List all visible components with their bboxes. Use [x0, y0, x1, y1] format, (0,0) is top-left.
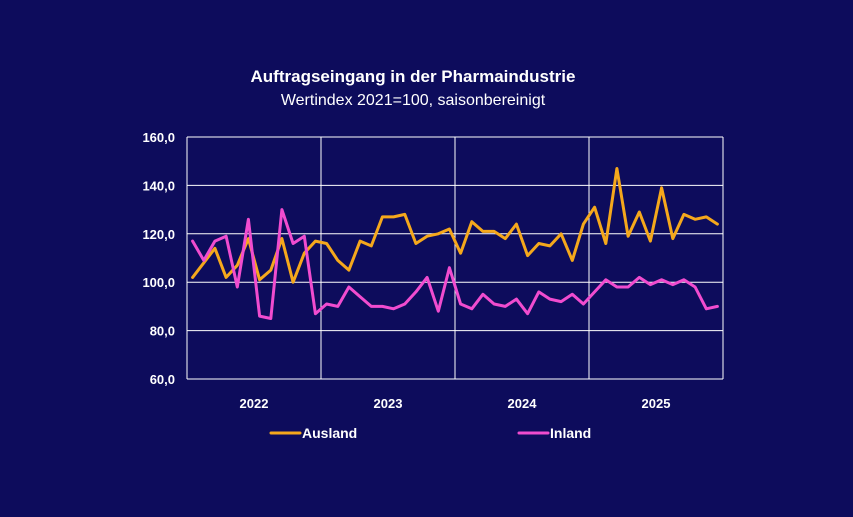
y-tick-label: 60,0: [150, 372, 175, 387]
y-tick-label: 140,0: [142, 178, 175, 193]
y-tick-label: 100,0: [142, 275, 175, 290]
grid: [186, 136, 724, 380]
y-axis: 160,0 140,0 120,0 100,0 80,0 60,0: [142, 130, 175, 387]
x-tick-label: 2024: [508, 396, 538, 411]
legend-label-inland: Inland: [550, 425, 591, 441]
y-tick-label: 160,0: [142, 130, 175, 145]
legend-label-ausland: Ausland: [302, 425, 357, 441]
chart-title: Auftragseingang in der Pharmaindustrie: [251, 67, 576, 86]
series-line-ausland: [191, 167, 719, 284]
x-tick-label: 2025: [642, 396, 671, 411]
x-tick-label: 2022: [240, 396, 269, 411]
chart-subtitle: Wertindex 2021=100, saisonbereinigt: [281, 92, 546, 109]
y-tick-label: 80,0: [150, 324, 175, 339]
legend: Ausland Inland: [269, 425, 591, 441]
series-line-inland: [191, 208, 719, 320]
y-tick-label: 120,0: [142, 227, 175, 242]
x-tick-label: 2023: [374, 396, 403, 411]
plot-area: [191, 167, 719, 320]
x-axis: 2022 2023 2024 2025: [240, 396, 671, 411]
